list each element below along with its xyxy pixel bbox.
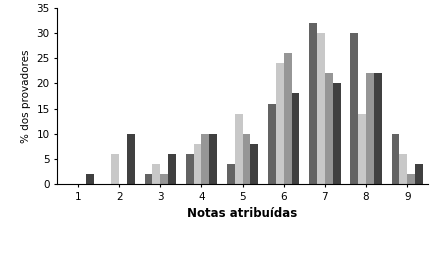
- Bar: [209, 134, 217, 184]
- Bar: [333, 83, 340, 184]
- Bar: [227, 164, 235, 184]
- Bar: [153, 164, 160, 184]
- Bar: [325, 73, 333, 184]
- Bar: [268, 104, 276, 184]
- Bar: [415, 164, 423, 184]
- Bar: [202, 134, 209, 184]
- Bar: [284, 53, 292, 184]
- Bar: [374, 73, 381, 184]
- Bar: [194, 144, 202, 184]
- Bar: [243, 134, 250, 184]
- Bar: [186, 154, 194, 184]
- Bar: [160, 174, 168, 184]
- Bar: [366, 73, 374, 184]
- Bar: [127, 134, 135, 184]
- Bar: [351, 33, 358, 184]
- Bar: [292, 93, 299, 184]
- Bar: [358, 114, 366, 184]
- Legend: Inulina padrão, Inulina HP, Frutooligossacarídeo, Sacarose: Inulina padrão, Inulina HP, Frutooligoss…: [91, 262, 394, 263]
- Y-axis label: % dos provadores: % dos provadores: [21, 49, 31, 143]
- Bar: [407, 174, 415, 184]
- Bar: [317, 33, 325, 184]
- Bar: [168, 154, 176, 184]
- Bar: [400, 154, 407, 184]
- Bar: [276, 63, 284, 184]
- Bar: [235, 114, 243, 184]
- X-axis label: Notas atribuídas: Notas atribuídas: [187, 207, 298, 220]
- Bar: [111, 154, 119, 184]
- Bar: [145, 174, 153, 184]
- Bar: [309, 23, 317, 184]
- Bar: [86, 174, 93, 184]
- Bar: [250, 144, 258, 184]
- Bar: [392, 134, 400, 184]
